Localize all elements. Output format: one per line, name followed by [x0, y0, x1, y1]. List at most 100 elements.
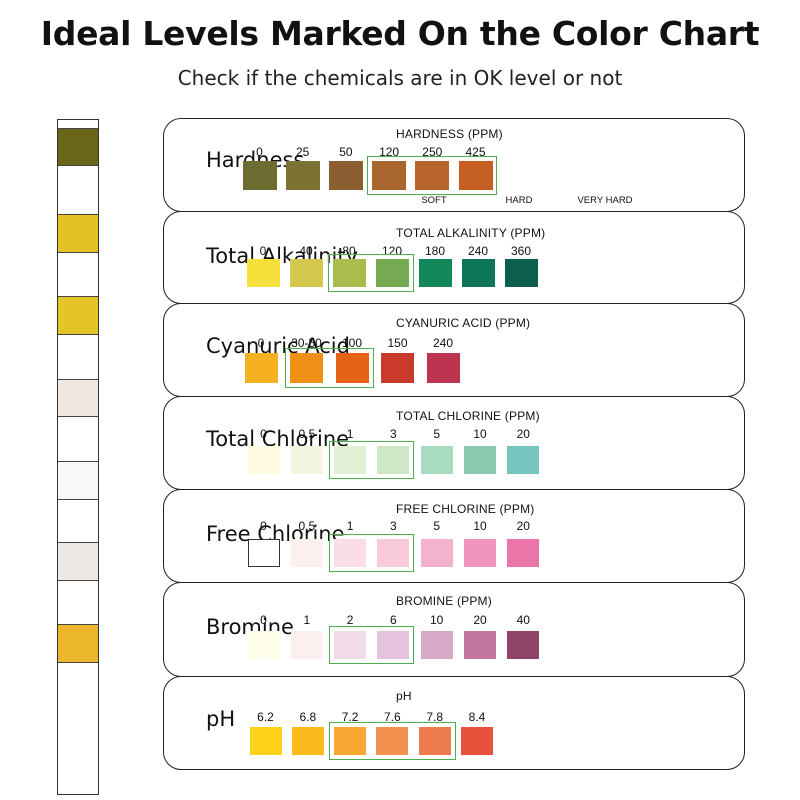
strip-pad: [58, 253, 98, 296]
color-chart-title: CYANURIC ACID (PPM): [396, 316, 531, 330]
color-swatch: [507, 446, 540, 474]
color-swatch: [291, 727, 324, 755]
color-swatch: [247, 539, 280, 567]
color-swatch: [377, 539, 410, 567]
chemical-card: pH pH 6.2 6.8 7.2 7.6 7.8 8.4: [163, 676, 745, 770]
color-swatch: [335, 353, 369, 383]
color-chart-title: HARDNESS (PPM): [396, 127, 503, 141]
color-swatch: [504, 259, 538, 287]
color-chart-title: TOTAL CHLORINE (PPM): [396, 409, 540, 423]
chemical-card: Free Chlorine FREE CHLORINE (PPM) 0 0.5 1 3 5 1…: [163, 489, 745, 583]
level-value: 7.8: [426, 710, 444, 724]
strip-pad: [58, 500, 98, 542]
ideal-range-box: [285, 348, 374, 388]
color-swatch: [246, 259, 280, 287]
page-title: Ideal Levels Marked On the Color Chart: [40, 14, 760, 53]
strip-pad: [58, 663, 98, 794]
level-value: 6.8: [299, 710, 317, 724]
chemical-card: Total Alkalinity TOTAL ALKALINITY (PPM) 0 4…: [163, 211, 745, 304]
strip-pad: [58, 128, 98, 166]
color-swatch: [334, 539, 367, 567]
color-swatch: [247, 446, 280, 474]
strip-pad: [58, 624, 98, 663]
color-swatch: [289, 259, 323, 287]
strip-pad: [58, 417, 98, 461]
strip-pad: [58, 379, 98, 417]
ideal-range-box: [367, 156, 498, 195]
color-swatch: [381, 353, 414, 383]
level-value: 3: [390, 519, 397, 533]
level-value: 25: [296, 145, 310, 159]
color-swatch: [507, 539, 540, 567]
color-swatch: [426, 353, 460, 383]
strip-pad: [58, 461, 98, 500]
chemical-name: Cyanuric Acid: [206, 334, 350, 358]
color-swatch: [464, 631, 496, 659]
level-value: 1: [346, 427, 354, 441]
color-swatch: [415, 161, 450, 190]
level-value: 40: [516, 613, 530, 627]
level-value: 425: [465, 145, 486, 159]
ideal-range-box: [329, 626, 415, 664]
level-value: 7.2: [341, 710, 359, 724]
test-strip: [57, 119, 99, 795]
level-value: 120: [379, 145, 400, 159]
strip-pad: [58, 542, 98, 581]
chemical-card: Cyanuric Acid CYANURIC ACID (PPM) 0 30-50 10…: [163, 303, 745, 397]
color-swatch: [420, 631, 453, 659]
page-subtitle: Check if the chemicals are in OK level o…: [177, 66, 623, 90]
scale-caption: VERY HARD: [577, 195, 633, 206]
color-swatch: [247, 631, 280, 659]
ideal-range-box: [329, 441, 415, 479]
color-swatch: [420, 539, 453, 567]
level-value: 10: [473, 427, 487, 441]
color-chart-title: pH: [396, 689, 412, 703]
color-swatch: [420, 446, 453, 474]
strip-pad: [58, 214, 98, 253]
level-value: 20: [473, 613, 487, 627]
level-value: 40: [299, 244, 313, 258]
level-value: 5: [433, 519, 441, 533]
color-swatch: [332, 259, 366, 287]
chemical-card: Bromine BROMINE (PPM) 0 1 2 6 10 20 40: [163, 582, 745, 677]
scale-caption: HARD: [505, 195, 533, 206]
ideal-range-box: [329, 722, 456, 760]
level-value: 0.5: [298, 427, 316, 441]
color-swatch: [464, 446, 496, 474]
level-value: 2: [346, 613, 354, 627]
color-swatch: [334, 727, 367, 755]
level-value: 1: [303, 613, 311, 627]
level-value: 0: [260, 613, 267, 627]
level-value: 100: [341, 336, 363, 350]
level-value: 150: [387, 336, 408, 350]
level-value: 0.5: [298, 519, 316, 533]
color-swatch: [290, 446, 323, 474]
color-swatch: [461, 727, 493, 755]
level-value: 20: [516, 519, 530, 533]
color-swatch: [461, 259, 495, 287]
level-value: 6.2: [257, 710, 274, 724]
color-swatch: [377, 631, 410, 659]
level-value: 240: [467, 244, 489, 258]
chemical-card: Hardness HARDNESS (PPM) 0 25 50 120 250 425 SOFT…: [163, 118, 745, 212]
level-value: 10: [473, 519, 487, 533]
color-swatch: [244, 353, 278, 383]
strip-pad: [58, 166, 98, 214]
level-value: 7.6: [384, 710, 401, 724]
ideal-range-box: [329, 534, 415, 572]
color-swatch: [249, 727, 282, 755]
level-value: 5: [433, 427, 441, 441]
level-value: 180: [424, 244, 446, 258]
scale-caption: SOFT: [421, 195, 447, 206]
level-value: 360: [510, 244, 532, 258]
color-swatch: [290, 631, 323, 659]
level-value: 6: [390, 613, 397, 627]
color-swatch: [375, 259, 409, 287]
color-swatch: [464, 539, 496, 567]
color-swatch: [507, 631, 540, 659]
level-value: 3: [390, 427, 397, 441]
chemical-card: Total Chlorine TOTAL CHLORINE (PPM) 0 0.5 1 3…: [163, 396, 745, 490]
color-swatch: [418, 259, 452, 287]
chemical-name: pH: [206, 707, 236, 731]
level-value: 250: [422, 145, 443, 159]
